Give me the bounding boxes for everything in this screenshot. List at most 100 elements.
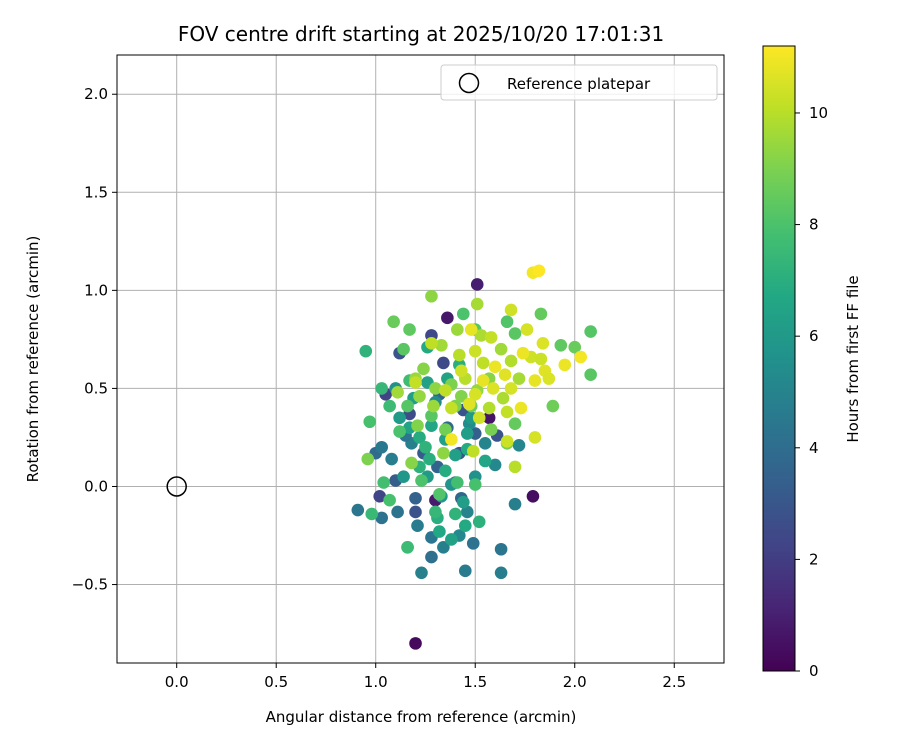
data-point	[449, 507, 462, 521]
data-point	[405, 456, 418, 470]
data-point	[419, 440, 432, 454]
y-tick-label: 2.0	[84, 85, 108, 103]
data-point	[401, 399, 414, 413]
data-point	[520, 323, 534, 336]
data-point	[462, 397, 476, 411]
data-point	[514, 401, 528, 415]
data-point	[532, 264, 546, 278]
data-point	[494, 566, 508, 580]
x-axis-label: Angular distance from reference (arcmin)	[266, 708, 577, 726]
data-point	[458, 564, 472, 578]
data-point	[375, 440, 388, 454]
data-point	[488, 360, 502, 374]
data-point	[425, 289, 438, 303]
data-point	[445, 401, 458, 415]
y-axis-label: Rotation from reference (arcmin)	[24, 236, 42, 483]
data-point	[429, 382, 442, 395]
x-tick-label: 1.5	[463, 673, 487, 691]
data-point	[391, 505, 404, 519]
x-axis-ticks: 0.0 0.5 1.0 1.5 2.0 2.5	[165, 663, 686, 691]
data-point	[429, 505, 442, 519]
data-point	[391, 386, 404, 399]
data-point	[498, 368, 512, 381]
data-point	[393, 425, 406, 438]
data-point	[584, 325, 597, 338]
data-point	[468, 388, 482, 401]
data-point	[486, 382, 500, 395]
data-point	[456, 307, 470, 321]
data-point	[439, 464, 452, 478]
data-point	[574, 350, 588, 364]
data-point	[375, 382, 388, 395]
data-point	[468, 344, 482, 358]
data-point	[425, 550, 438, 564]
data-point	[387, 315, 400, 329]
data-point	[437, 446, 450, 460]
data-point	[526, 489, 540, 503]
data-point	[425, 409, 438, 423]
colorbar-tick-label: 8	[809, 216, 819, 234]
data-point	[423, 452, 436, 466]
data-point	[466, 537, 480, 550]
colorbar-label: Hours from first FF file	[844, 275, 862, 442]
data-point	[383, 399, 396, 413]
legend-marker-icon	[458, 72, 480, 94]
colorbar-tick-label: 2	[809, 550, 819, 568]
x-tick-label: 2.0	[563, 673, 587, 691]
data-point	[494, 542, 508, 556]
x-tick-label: 2.5	[662, 673, 686, 691]
colorbar-tick-label: 4	[809, 439, 819, 457]
data-point	[365, 507, 379, 521]
data-point	[516, 346, 530, 360]
data-point	[433, 525, 446, 538]
x-tick-label: 1.0	[364, 673, 388, 691]
data-point	[403, 323, 416, 336]
data-point	[397, 470, 410, 483]
data-point	[494, 342, 508, 356]
data-point	[466, 444, 480, 458]
data-point	[411, 419, 424, 432]
data-point	[508, 417, 522, 431]
data-point	[383, 493, 396, 507]
data-point	[445, 433, 458, 446]
data-point	[409, 376, 422, 389]
colorbar-ticks: 0 2 4 6 8 10	[795, 104, 828, 680]
data-point	[500, 315, 514, 329]
data-point	[504, 303, 518, 317]
data-point	[484, 423, 498, 436]
data-point	[554, 338, 568, 352]
legend-box	[440, 64, 718, 101]
y-tick-label: 1.5	[84, 183, 108, 201]
data-point	[454, 389, 468, 403]
reference-platepar-marker	[166, 476, 187, 497]
data-point	[512, 438, 526, 452]
data-point	[417, 362, 430, 376]
data-point	[393, 411, 406, 425]
colorbar: 0 2 4 6 8 10 Hours from first FF file	[762, 45, 862, 680]
data-point	[415, 474, 428, 487]
legend-label: Reference platepar	[507, 75, 651, 93]
y-tick-label: 0.5	[84, 379, 108, 397]
data-point	[427, 399, 440, 413]
data-point	[441, 311, 454, 325]
data-point	[528, 374, 542, 387]
chart-title: FOV centre drift starting at 2025/10/20 …	[178, 22, 664, 46]
data-point	[435, 338, 448, 352]
y-tick-label: −0.5	[72, 576, 108, 594]
data-point	[542, 372, 556, 385]
data-point	[500, 405, 514, 419]
data-point	[464, 323, 478, 336]
data-point	[508, 497, 522, 511]
data-point	[454, 364, 468, 378]
data-point	[451, 476, 464, 489]
data-point	[411, 519, 424, 533]
y-axis-ticks: −0.5 0.0 0.5 1.0 1.5 2.0	[72, 85, 117, 594]
data-point	[470, 297, 484, 311]
data-point	[512, 372, 526, 385]
data-point	[460, 505, 474, 519]
data-point	[375, 511, 388, 525]
data-point	[460, 427, 474, 440]
data-point	[437, 356, 450, 370]
data-point	[536, 337, 550, 350]
